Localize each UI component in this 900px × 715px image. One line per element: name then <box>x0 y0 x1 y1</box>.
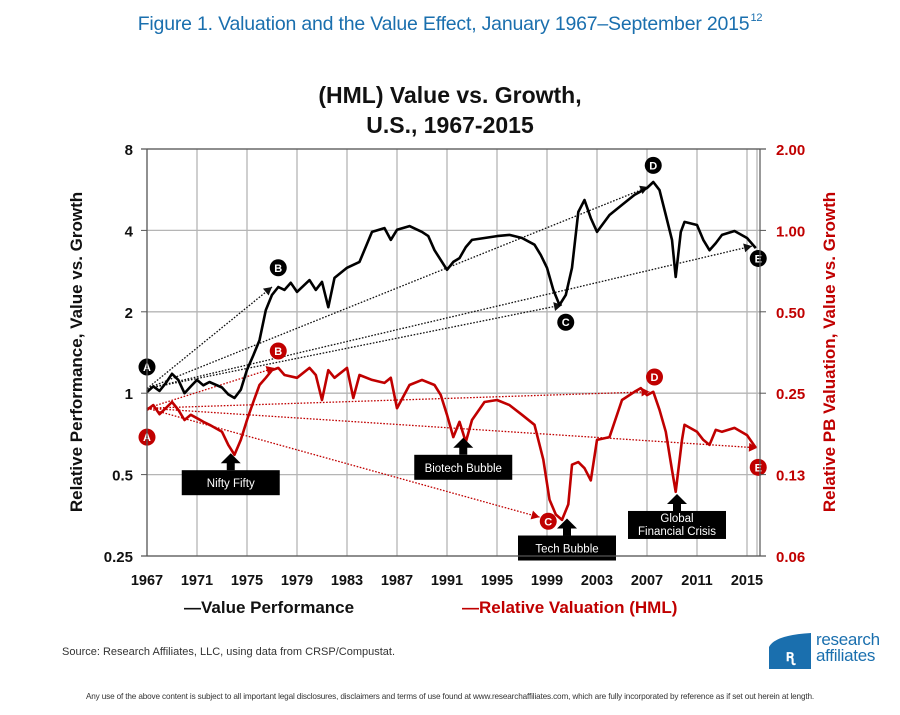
x-tick-label: 1975 <box>231 573 263 589</box>
y-tick-label-left: 0.25 <box>104 549 133 566</box>
y-tick-label-left: 1 <box>125 386 133 403</box>
point-marker-label: D <box>651 372 659 384</box>
figure-title-text: Figure 1. Valuation and the Value Effect… <box>137 13 750 35</box>
point-marker-label: D <box>649 160 657 172</box>
axes: 8 4 2 1 0.5 0.25 2.00 1.00 0.50 0.25 0.13 0.06 1967 1… <box>67 142 839 589</box>
callout-label: Tech Bubble <box>535 544 598 556</box>
figure-title: Figure 1. Valuation and the Value Effect… <box>0 12 900 36</box>
point-marker-label: E <box>755 462 762 474</box>
point-marker-c <box>539 512 557 530</box>
legend-item-value-performance: —Value Performance <box>184 598 354 617</box>
logo-glyph: ꭆ <box>786 648 796 666</box>
logo-text: research affiliates <box>816 630 880 665</box>
trend-arrowhead <box>262 287 272 296</box>
point-marker-e <box>749 458 767 476</box>
trend-line <box>146 186 649 390</box>
x-tick-label: 1987 <box>381 573 413 589</box>
logo-line-2: affiliates <box>816 646 876 665</box>
chart-title-line: U.S., 1967-2015 <box>366 112 534 138</box>
trend-arrowhead <box>748 442 757 452</box>
callout-label: Nifty Fifty <box>207 478 255 490</box>
trend-line <box>146 286 273 390</box>
point-marker-label: E <box>755 253 762 265</box>
logo-mark-icon <box>769 633 811 669</box>
y-axis-label-right: Relative PB Valuation, Value vs. Growth <box>820 192 839 512</box>
point-marker-b <box>269 259 287 277</box>
logo-line-1: research <box>816 630 880 649</box>
point-marker-c <box>557 313 575 331</box>
chart-title-line: (HML) Value vs. Growth, <box>318 82 581 108</box>
series-lines <box>146 180 757 522</box>
figure-title-footnote: 12 <box>750 12 763 24</box>
trend-arrowhead <box>265 366 275 375</box>
y-tick-label-right: 0.50 <box>776 305 805 322</box>
trend-arrowhead <box>743 243 752 253</box>
callout-label: Biotech Bubble <box>425 463 502 475</box>
disclaimer: Any use of the above content is subject … <box>85 692 815 701</box>
x-tick-label: 1967 <box>131 573 163 589</box>
callout-label: Financial Crisis <box>638 526 716 538</box>
callout-arrow-icon <box>220 453 241 471</box>
x-tick-label: 2003 <box>581 573 613 589</box>
y-tick-label-left: 2 <box>125 305 133 322</box>
y-tick-label-right: 1.00 <box>776 223 805 240</box>
callouts: Nifty Fifty Biotech Bubble Tech Bubble Glob… <box>181 437 726 561</box>
chart: (HML) Value vs. Growth,U.S., 1967-2015 A… <box>67 82 839 617</box>
point-marker-label: B <box>274 263 282 275</box>
y-tick-label-right: 2.00 <box>776 142 805 159</box>
series-line-relative-valuation <box>146 366 757 522</box>
callout-box <box>628 510 726 539</box>
x-tick-label: 2015 <box>731 573 763 589</box>
point-marker-label: C <box>562 317 570 329</box>
callout-arrow-icon <box>667 493 687 511</box>
trend-line <box>146 407 758 449</box>
x-tick-label: 2011 <box>681 573 712 589</box>
source-note: Source: Research Affiliates, LLC, using … <box>62 646 396 658</box>
y-tick-label-right: 0.25 <box>776 386 805 403</box>
x-tick-label: 1971 <box>181 573 213 589</box>
legend-item-relative-valuation: —Relative Valuation (HML) <box>462 598 677 617</box>
point-marker-e <box>749 249 767 267</box>
trend-line <box>146 304 563 390</box>
research-affiliates-logo: ꭆ <box>769 633 811 669</box>
callout-box <box>181 470 280 496</box>
callout-arrow-icon <box>557 518 577 536</box>
y-tick-label-left: 0.5 <box>112 468 133 485</box>
point-marker-label: C <box>544 516 552 528</box>
y-tick-label-right: 0.13 <box>776 468 805 485</box>
x-tick-label: 1991 <box>431 573 463 589</box>
point-marker-b <box>269 342 287 360</box>
y-tick-label-left: 8 <box>125 142 133 159</box>
trend-arrowhead <box>530 510 540 520</box>
x-tick-label: 1999 <box>531 573 563 589</box>
y-tick-label-left: 4 <box>125 223 134 240</box>
trend-line <box>146 391 650 409</box>
callout-label: Global <box>660 513 693 525</box>
y-axis-label-left: Relative Performance, Value vs. Growth <box>67 192 86 512</box>
x-tick-label: 1983 <box>331 573 363 589</box>
legend: —Value Performance —Relative Valuation (H… <box>184 598 677 617</box>
point-marker-d <box>646 368 663 386</box>
y-tick-label-right: 0.06 <box>776 549 805 566</box>
point-marker-label: B <box>274 346 282 358</box>
series-line-value-performance <box>146 180 757 400</box>
x-tick-label: 1995 <box>481 573 513 589</box>
callout-arrow-icon <box>453 437 474 455</box>
x-tick-label: 1979 <box>281 573 313 589</box>
chart-title: (HML) Value vs. Growth, U.S., 1967-2015 <box>318 82 581 138</box>
x-tick-label: 2007 <box>631 573 663 589</box>
point-marker-d <box>644 156 662 174</box>
callout-box <box>414 454 513 480</box>
